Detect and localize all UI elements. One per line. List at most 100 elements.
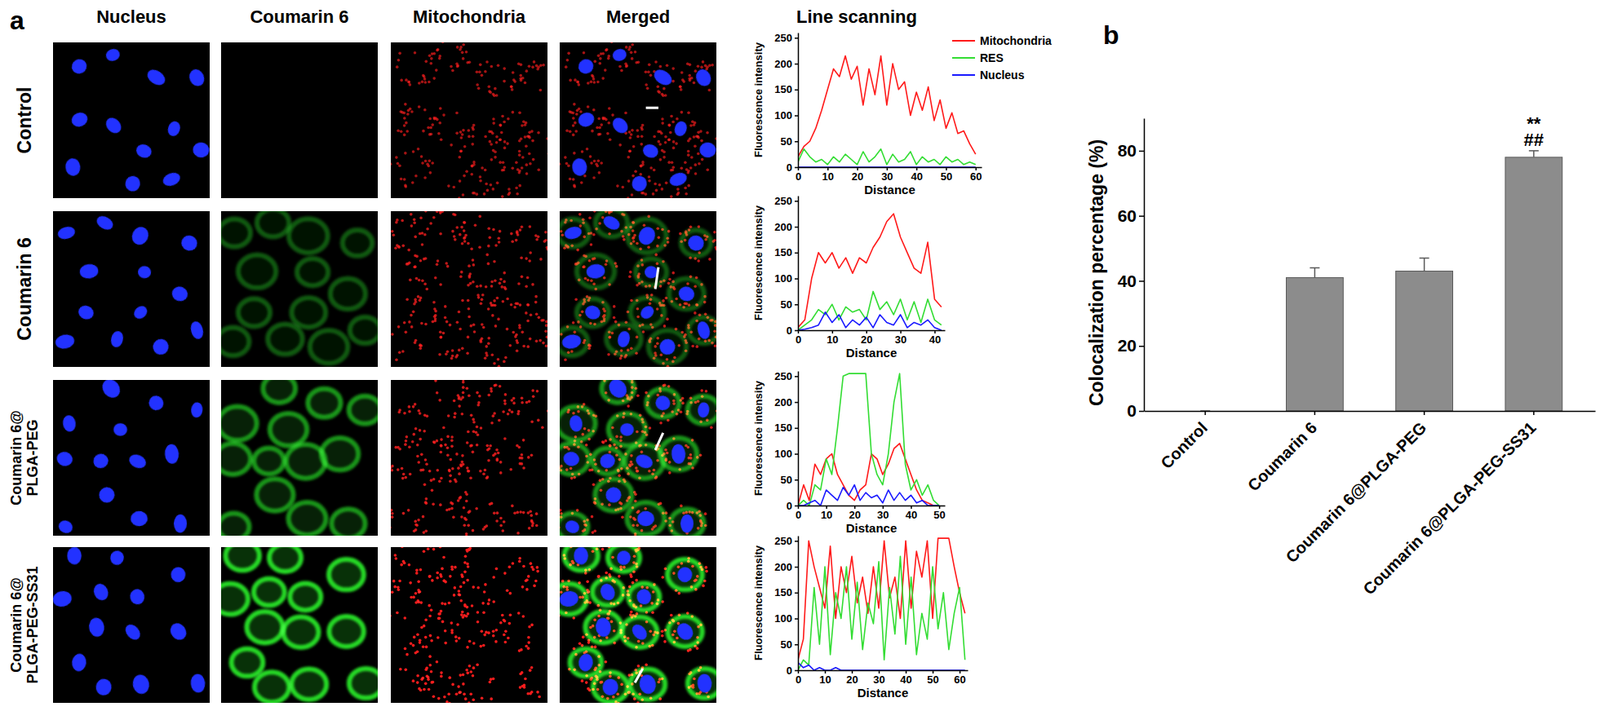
mitochondrion xyxy=(588,216,592,220)
cell-mitochondria xyxy=(390,321,423,362)
mitochondrion xyxy=(713,344,717,348)
mitochondrion xyxy=(412,221,417,225)
mitochondrion xyxy=(716,152,718,156)
mitochondrion xyxy=(671,360,675,364)
mitochondrion xyxy=(519,256,523,260)
mitochondrion xyxy=(397,325,401,329)
mitochondrion xyxy=(612,443,617,448)
mitochondrion xyxy=(692,135,696,139)
mitochondrion xyxy=(603,68,608,72)
mitochondrion xyxy=(621,399,625,404)
mitochondrion xyxy=(490,421,494,426)
cell-mitochondria xyxy=(487,437,533,475)
cell xyxy=(390,212,424,252)
cell-mitochondria xyxy=(489,160,529,199)
mitochondrion xyxy=(465,61,470,65)
mitochondrion xyxy=(436,48,440,52)
cell xyxy=(390,443,427,480)
mitochondrion xyxy=(620,516,625,520)
cell xyxy=(405,295,447,326)
micrograph xyxy=(221,42,378,199)
mitochondrion xyxy=(508,408,512,413)
mitochondrion xyxy=(507,187,511,191)
mitochondrion xyxy=(401,350,405,354)
mitochondrion xyxy=(583,301,587,305)
mitochondrion xyxy=(417,105,422,109)
mitochondrion xyxy=(639,164,643,169)
mitochondrion xyxy=(403,133,407,138)
mitochondrion xyxy=(428,53,432,58)
cell-nucleus xyxy=(562,225,584,242)
cell-green xyxy=(635,258,667,286)
mitochondrion xyxy=(450,438,454,443)
mitochondrion xyxy=(445,509,449,513)
cell xyxy=(192,141,210,160)
cell xyxy=(565,102,602,137)
cell-nucleus xyxy=(79,263,100,280)
mitochondrion xyxy=(426,126,430,130)
mitochondrion xyxy=(460,226,464,230)
mitochondrion xyxy=(704,67,709,71)
cell-nucleus xyxy=(167,620,191,643)
mitochondrion xyxy=(662,279,666,283)
cell-nucleus xyxy=(605,380,630,402)
mitochondrion xyxy=(602,380,607,382)
mitochondrion xyxy=(658,390,662,394)
cell xyxy=(69,110,90,129)
mitochondrion xyxy=(438,283,443,287)
row-label-line: Coumarin 6@ xyxy=(8,577,25,674)
mitochondrion xyxy=(700,395,705,399)
cell-mitochondria xyxy=(602,380,640,408)
mitochondrion xyxy=(687,462,692,466)
mitochondrion xyxy=(422,531,426,535)
mitochondrion xyxy=(463,145,467,149)
mitochondrion xyxy=(598,126,602,130)
mitochondrion xyxy=(689,166,693,170)
mitochondrion xyxy=(485,444,489,448)
mitochondrion xyxy=(439,137,444,142)
mitochondrion xyxy=(616,469,621,473)
mitochondrion xyxy=(460,299,465,303)
mitochondrion xyxy=(660,132,664,136)
mitochondrion xyxy=(404,331,408,335)
mitochondrion xyxy=(591,257,595,262)
mitochondrion xyxy=(667,385,671,389)
mitochondrion xyxy=(544,230,548,235)
mitochondrion xyxy=(501,160,506,164)
mitochondrion xyxy=(658,387,662,391)
mitochondrion xyxy=(439,438,444,442)
mitochondrion xyxy=(407,320,412,324)
cell xyxy=(253,447,284,475)
mitochondrion xyxy=(518,74,523,78)
mitochondrion xyxy=(599,489,603,493)
cell-green xyxy=(626,502,665,536)
mitochondrion xyxy=(689,397,693,401)
mitochondrion xyxy=(572,151,577,156)
mitochondrion xyxy=(571,133,576,138)
mitochondrion xyxy=(587,438,591,442)
mitochondrion xyxy=(502,271,506,275)
mitochondrion xyxy=(494,324,498,328)
mitochondrion xyxy=(587,412,591,416)
mitochondrion xyxy=(435,211,439,213)
mitochondrion xyxy=(699,420,703,424)
cell-nucleus xyxy=(113,423,128,437)
mitochondrion xyxy=(482,472,486,476)
mitochondrion xyxy=(423,233,427,237)
cell xyxy=(330,279,366,311)
mitochondrion xyxy=(456,320,460,324)
mitochondrion xyxy=(494,243,498,248)
mitochondrion xyxy=(635,242,639,246)
mitochondrion xyxy=(465,466,470,470)
mitochondrion xyxy=(670,300,674,304)
cell xyxy=(390,509,428,537)
mitochondrion xyxy=(517,282,521,286)
cell xyxy=(658,160,698,199)
mitochondrion xyxy=(510,167,515,171)
mitochondrion xyxy=(619,445,623,449)
mitochondrion xyxy=(686,110,691,115)
mitochondrion xyxy=(714,137,717,141)
mitochondrion xyxy=(634,61,639,65)
mitochondrion xyxy=(607,121,611,125)
mitochondrion xyxy=(488,444,492,448)
